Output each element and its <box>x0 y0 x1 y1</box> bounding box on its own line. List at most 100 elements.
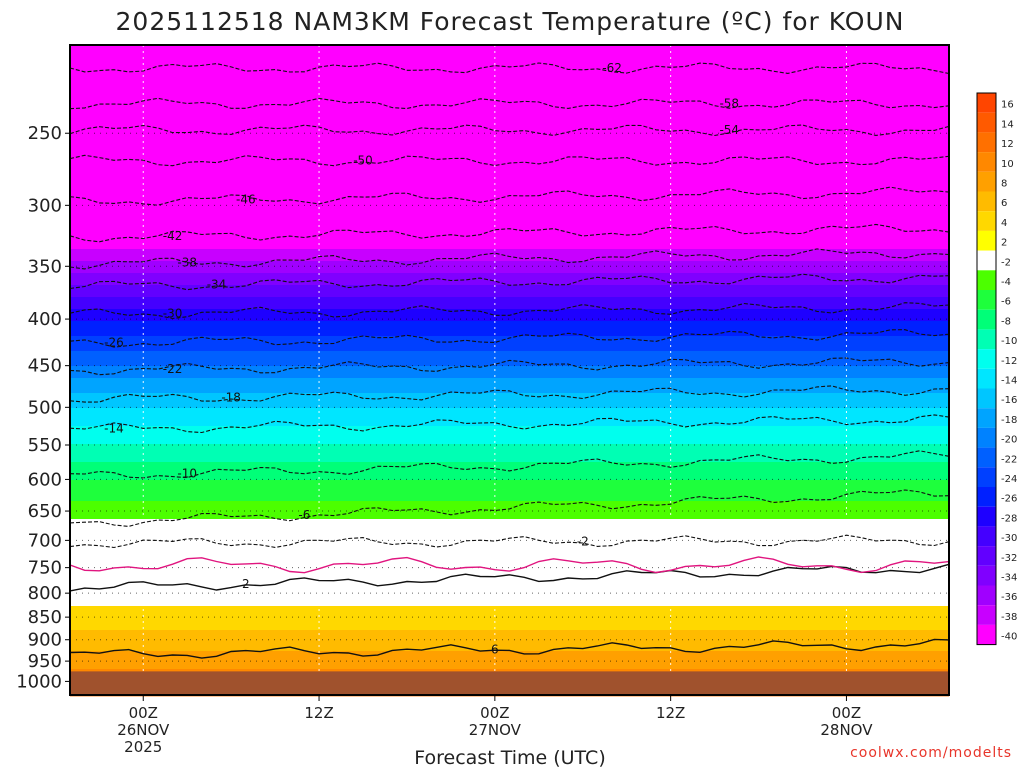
fill-band <box>70 306 949 310</box>
fill-band <box>70 399 949 403</box>
contour-line <box>69 223 950 243</box>
contour-line <box>69 329 950 348</box>
fill-band <box>70 339 949 343</box>
fill-band <box>70 390 949 394</box>
fill-band <box>70 93 949 97</box>
fill-band <box>70 75 949 79</box>
y-tick-label: 700 <box>28 530 62 551</box>
fill-band <box>70 579 949 583</box>
fill-band <box>70 642 949 646</box>
colorbar-swatch <box>977 506 996 527</box>
fill-band <box>70 624 949 628</box>
fill-band <box>70 321 949 325</box>
fill-band <box>70 630 949 634</box>
fill-band <box>70 183 949 187</box>
fill-band <box>70 222 949 226</box>
fill-band <box>70 381 949 385</box>
fill-band <box>70 369 949 373</box>
fill-band <box>70 168 949 172</box>
y-tick-label: 450 <box>28 356 62 377</box>
fill-band <box>70 270 949 274</box>
contour-label: -18 <box>221 391 241 405</box>
fill-band <box>70 276 949 280</box>
fill-band <box>70 651 949 655</box>
fill-band <box>70 663 949 667</box>
contour-label: -58 <box>719 97 739 111</box>
fill-band <box>70 69 949 73</box>
fill-band <box>70 300 949 304</box>
fill-band <box>70 582 949 586</box>
colorbar-swatch <box>977 191 996 212</box>
fill-band <box>70 171 949 175</box>
colorbar-label: -22 <box>1001 454 1017 465</box>
fill-band <box>70 180 949 184</box>
fill-band <box>70 96 949 100</box>
y-tick-label: 500 <box>28 397 62 418</box>
contour-label: -22 <box>163 362 183 376</box>
fill-band <box>70 453 949 457</box>
y-tick-label: 350 <box>28 256 62 277</box>
fill-band <box>70 228 949 232</box>
fill-band <box>70 201 949 205</box>
x-tick-label: 27NOV <box>469 721 522 739</box>
fill-band <box>70 192 949 196</box>
fill-band <box>70 87 949 91</box>
contour-line <box>69 489 950 527</box>
fill-band <box>70 156 949 160</box>
fill-band <box>70 219 949 223</box>
fill-band <box>70 411 949 415</box>
fill-band <box>70 384 949 388</box>
colorbar-label: -16 <box>1001 395 1017 406</box>
contour-line <box>69 124 950 137</box>
fill-band <box>70 417 949 421</box>
fill-band <box>70 129 949 133</box>
fill-band <box>70 603 949 607</box>
colorbar-swatch <box>977 487 996 507</box>
fill-band <box>70 204 949 208</box>
fill-band <box>70 132 949 136</box>
fill-band <box>70 486 949 490</box>
fill-band <box>70 528 949 532</box>
contour-line <box>69 385 950 403</box>
fill-band <box>70 552 949 556</box>
fill-band <box>70 234 949 238</box>
fill-band <box>70 237 949 241</box>
colorbar-swatch <box>977 388 996 409</box>
fill-band <box>70 459 949 463</box>
colorbar-swatch <box>977 447 996 468</box>
x-tick-label: 00Z <box>129 704 158 722</box>
y-tick-label: 300 <box>28 195 62 216</box>
y-tick-label: 800 <box>28 583 62 604</box>
fill-band <box>70 615 949 619</box>
plot-frame <box>69 44 950 696</box>
fill-band <box>70 297 949 301</box>
contour-label: -50 <box>353 154 373 168</box>
chart-title: 2025112518 NAM3KM Forecast Temperature (… <box>116 7 905 36</box>
fill-band <box>70 165 949 169</box>
contour-label: -46 <box>236 192 256 206</box>
fill-band <box>70 594 949 598</box>
colorbar-swatch <box>977 349 996 369</box>
fill-band <box>70 522 949 526</box>
contour-label: -6 <box>298 508 310 522</box>
fill-band <box>70 387 949 391</box>
fill-band <box>70 519 949 523</box>
colorbar-label: -14 <box>1001 376 1017 387</box>
colorbar-swatch <box>977 605 996 625</box>
colorbar-label: -8 <box>1001 316 1011 327</box>
fill-band <box>70 546 949 550</box>
fill-band <box>70 540 949 544</box>
fill-band <box>70 189 949 193</box>
fill-band <box>70 51 949 55</box>
colorbar-label: -36 <box>1001 592 1017 603</box>
fill-band <box>70 123 949 127</box>
fill-band <box>70 372 949 376</box>
fill-band <box>70 342 949 346</box>
contour-line <box>69 186 950 206</box>
fill-band <box>70 555 949 559</box>
fill-band <box>70 660 949 664</box>
fill-band <box>70 654 949 658</box>
fill-band <box>70 534 949 538</box>
fill-band <box>70 456 949 460</box>
